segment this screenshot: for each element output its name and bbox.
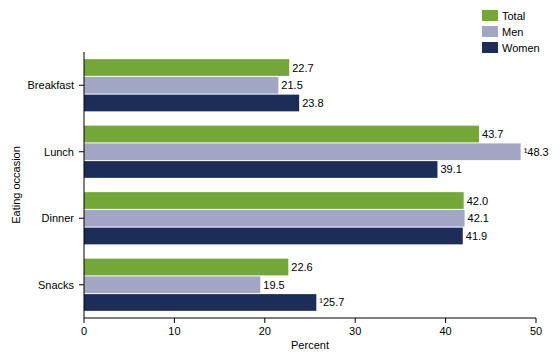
category-tick <box>79 218 84 219</box>
data-label: 42.0 <box>467 195 488 207</box>
chart: 22.7 21.523.8 43.7 ¹48.3 39.1 42.0 42.1 41.9 22.… <box>0 0 560 354</box>
data-label: ¹48.3 <box>524 146 549 158</box>
x-tick <box>174 318 175 323</box>
x-tick-label: 0 <box>81 325 87 337</box>
data-label: 22.6 <box>291 261 312 273</box>
data-label: 22.7 <box>292 62 313 74</box>
bar <box>84 59 289 76</box>
category-tick <box>79 151 84 152</box>
bar <box>84 143 521 160</box>
data-label: ¹25.7 <box>319 296 344 308</box>
x-tick-label: 30 <box>349 325 361 337</box>
x-tick <box>355 318 356 323</box>
data-label: 19.5 <box>263 279 284 291</box>
data-labels: 22.7 21.523.8 43.7 ¹48.3 39.1 42.0 42.1 41.9 22.… <box>263 62 548 309</box>
legend-label: Women <box>502 42 540 54</box>
data-label: 41.9 <box>466 230 487 242</box>
category-tick <box>79 85 84 86</box>
legend-swatch <box>482 26 498 37</box>
bar <box>84 276 260 293</box>
x-axis-title: Percent <box>291 339 329 351</box>
data-label: 39.1 <box>440 163 461 175</box>
x-tick-label: 40 <box>439 325 451 337</box>
y-axis-title: Eating occasion <box>10 146 22 224</box>
data-label: 42.1 <box>468 212 489 224</box>
legend-label: Total <box>502 10 525 22</box>
x-tick <box>536 318 537 323</box>
data-label: 43.7 <box>482 128 503 140</box>
x-tick <box>445 318 446 323</box>
legend: Total Men Women <box>482 10 540 54</box>
category-label: Dinner <box>42 212 75 224</box>
x-tick <box>264 318 265 323</box>
bars <box>84 59 521 311</box>
bar <box>84 161 437 178</box>
legend-label: Men <box>502 26 523 38</box>
x-tick-label: 10 <box>168 325 180 337</box>
bar <box>84 294 316 311</box>
x-tick-label: 20 <box>259 325 271 337</box>
bar <box>84 192 464 209</box>
data-label: 21.5 <box>281 79 302 91</box>
legend-swatch <box>482 42 498 53</box>
x-axis <box>84 318 536 319</box>
legend-swatch <box>482 10 498 21</box>
bar <box>84 228 463 245</box>
category-label: Lunch <box>44 146 74 158</box>
category-tick <box>79 284 84 285</box>
x-tick-label: 50 <box>530 325 542 337</box>
bar <box>84 77 278 94</box>
bar <box>84 259 288 276</box>
data-label: 23.8 <box>302 97 323 109</box>
bar <box>84 126 479 143</box>
x-tick <box>84 318 85 323</box>
category-label: Snacks <box>38 279 75 291</box>
bar <box>84 210 465 227</box>
category-label: Breakfast <box>28 79 74 91</box>
bar <box>84 95 299 112</box>
y-axis <box>84 52 85 318</box>
